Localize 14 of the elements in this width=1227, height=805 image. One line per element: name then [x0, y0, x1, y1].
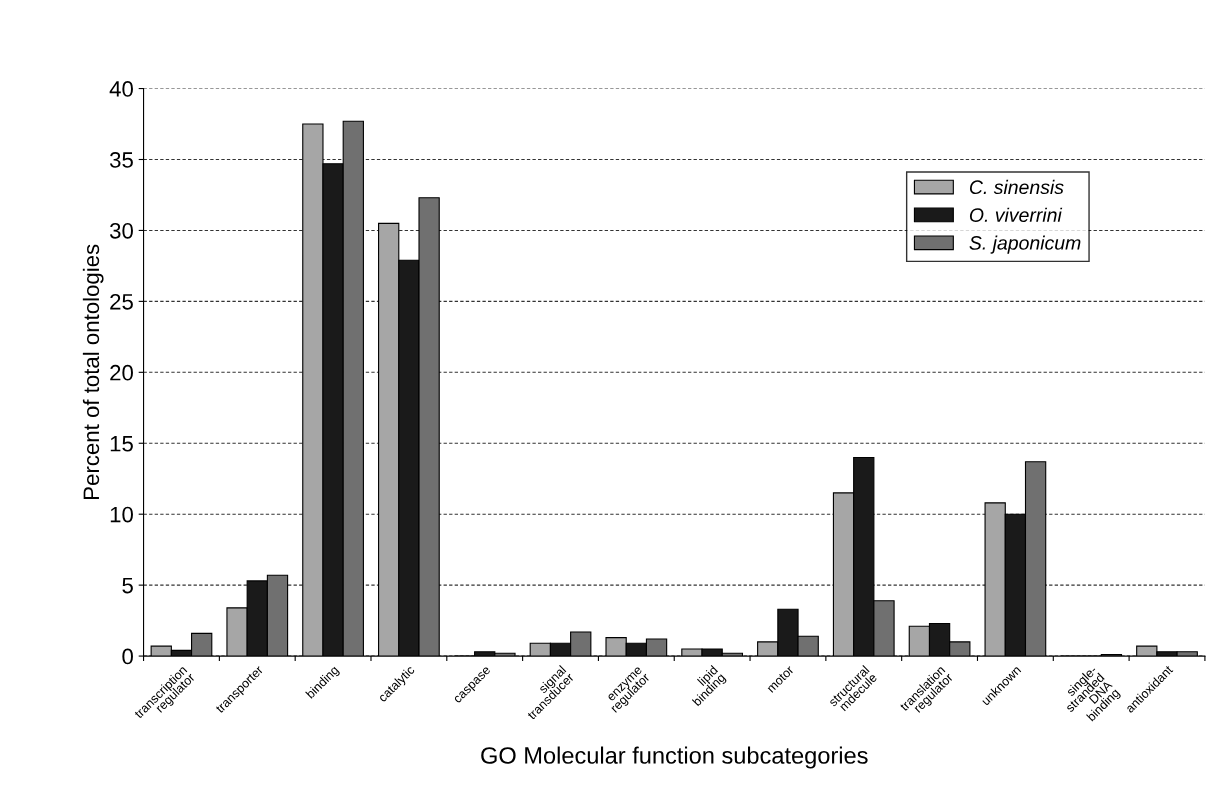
- y-tick-label: 30: [109, 222, 133, 239]
- y-tick-label: 15: [110, 436, 133, 452]
- y-tick-label: 0: [122, 648, 133, 665]
- y-tick-label: 35: [109, 152, 133, 168]
- y-tick-label: 20: [110, 364, 133, 381]
- y-axis-title: Percent of total ontologies: [82, 244, 104, 499]
- y-tick-label: 40: [109, 81, 133, 97]
- legend-label: C. sinensis: [969, 179, 1064, 195]
- legend-label: S. japonicum: [969, 235, 1081, 254]
- y-tick-label: 10: [110, 506, 133, 523]
- x-axis-title: GO Molecular function subcategories: [481, 746, 868, 769]
- y-tick-label: 25: [110, 293, 133, 310]
- y-tick-label: 5: [122, 577, 133, 594]
- legend-label: O. viverrini: [969, 207, 1063, 222]
